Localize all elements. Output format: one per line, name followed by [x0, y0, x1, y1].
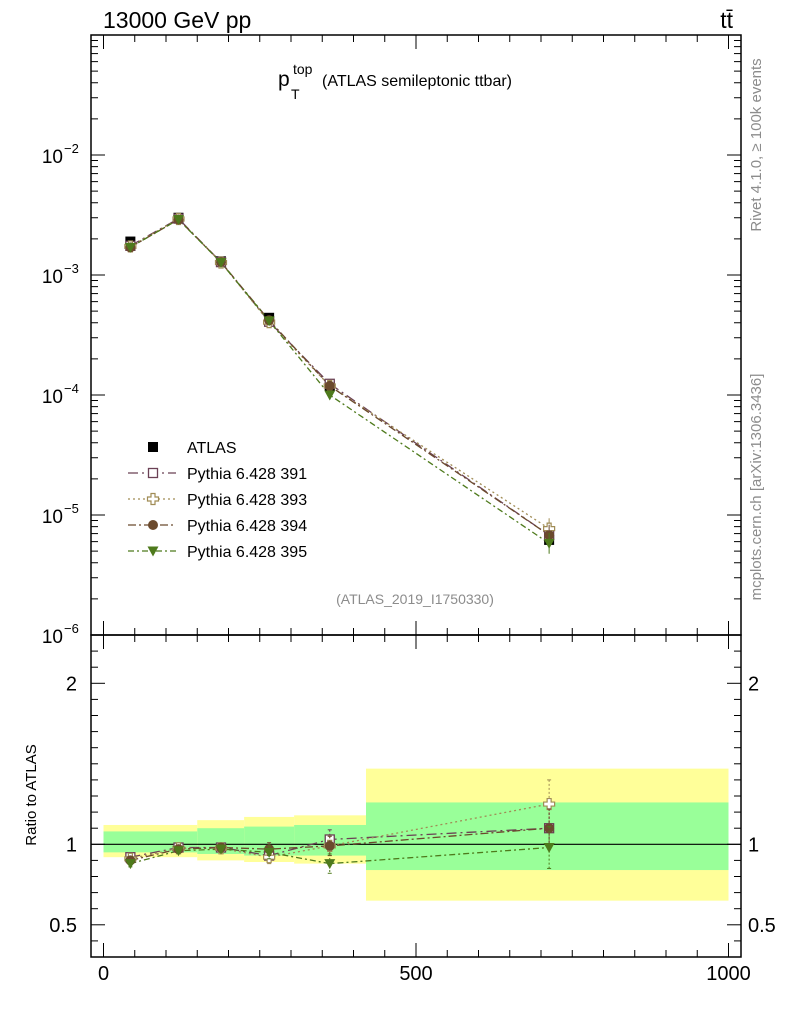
xtick-label: 1000	[706, 963, 751, 985]
series-point	[543, 538, 555, 549]
series-point	[324, 390, 336, 401]
ratio-ytick-label: 2	[66, 673, 77, 695]
title-sup: top	[293, 61, 313, 77]
legend-label: ATLAS	[187, 440, 237, 457]
xtick-label: 500	[399, 963, 432, 985]
series-point	[215, 258, 227, 269]
upper-ytick-exponent: −3	[64, 261, 79, 276]
upper-ytick-exponent: −5	[64, 501, 79, 516]
legend-marker	[148, 442, 158, 452]
ratio-ytick-label-right: 2	[748, 673, 759, 695]
ratio-ytick-label-right: 0.5	[748, 915, 776, 937]
series-line	[130, 217, 550, 536]
series-point	[324, 380, 335, 391]
legend-marker	[146, 492, 160, 506]
upper-panel-series	[124, 212, 556, 554]
upper-ytick-exponent: −2	[64, 141, 79, 156]
ratio-point	[324, 859, 336, 870]
band-inner	[366, 802, 729, 871]
ratio-ylabel: Ratio to ATLAS	[23, 744, 40, 845]
upper-ytick-label: 10	[42, 627, 63, 648]
upper-ytick-label: 10	[42, 147, 63, 168]
ratio-point	[263, 847, 275, 858]
band-inner	[153, 831, 198, 853]
band-inner	[103, 831, 154, 853]
ratio-point	[543, 843, 555, 854]
legend-label: Pythia 6.428 394	[187, 518, 307, 535]
series-point	[173, 215, 184, 226]
series-point	[124, 242, 136, 253]
analysis-watermark: (ATLAS_2019_I1750330)	[336, 591, 494, 607]
axes: 10 −210 −310 −410 −510 −62 21 10.5 0.50 500 1000	[42, 34, 776, 985]
ratio-ytick-label-right: 1	[748, 834, 759, 856]
series-line	[130, 218, 550, 536]
legend-label: Pythia 6.428 395	[187, 544, 307, 561]
ratio-point	[324, 840, 335, 851]
legend-label: Pythia 6.428 393	[187, 492, 307, 509]
title-rest: (ATLAS semileptonic ttbar)	[322, 73, 512, 90]
ratio-ytick-label: 0.5	[49, 915, 77, 937]
ratio-point	[124, 859, 136, 870]
legend: ATLAS Pythia 6.428 391 Pythia 6.428 393 Pyt…	[128, 440, 307, 561]
ratio-line	[130, 827, 550, 858]
upper-ytick-label: 10	[42, 507, 63, 528]
source-label: mcplots.cern.ch [arXiv:1306.3436]	[748, 374, 765, 601]
ratio-ytick-label: 1	[66, 834, 77, 856]
title-sub: T	[291, 86, 300, 102]
series-point	[263, 316, 275, 327]
legend-marker	[147, 546, 159, 557]
ratio-panel-series	[124, 779, 556, 874]
ratio-line	[130, 803, 550, 860]
series-line	[130, 218, 550, 544]
ratio-line	[130, 827, 550, 862]
ratio-point	[173, 846, 184, 857]
legend-label: Pythia 6.428 391	[187, 466, 307, 483]
legend-marker	[148, 520, 158, 530]
energy-label: 13000 GeV pp	[103, 7, 251, 33]
ratio-point	[215, 844, 227, 855]
legend-marker	[147, 467, 159, 479]
rivet-label: Rivet 4.1.0, ≥ 100k events	[748, 58, 765, 231]
process-label: tt̄	[720, 7, 733, 33]
ratio-point	[543, 797, 556, 811]
upper-ytick-exponent: −6	[64, 621, 79, 636]
upper-ytick-label: 10	[42, 387, 63, 408]
title-main: p	[278, 68, 290, 91]
upper-ytick-exponent: −4	[64, 381, 79, 396]
ratio-line	[130, 846, 550, 865]
xtick-label: 0	[98, 963, 109, 985]
upper-ytick-label: 10	[42, 267, 63, 288]
